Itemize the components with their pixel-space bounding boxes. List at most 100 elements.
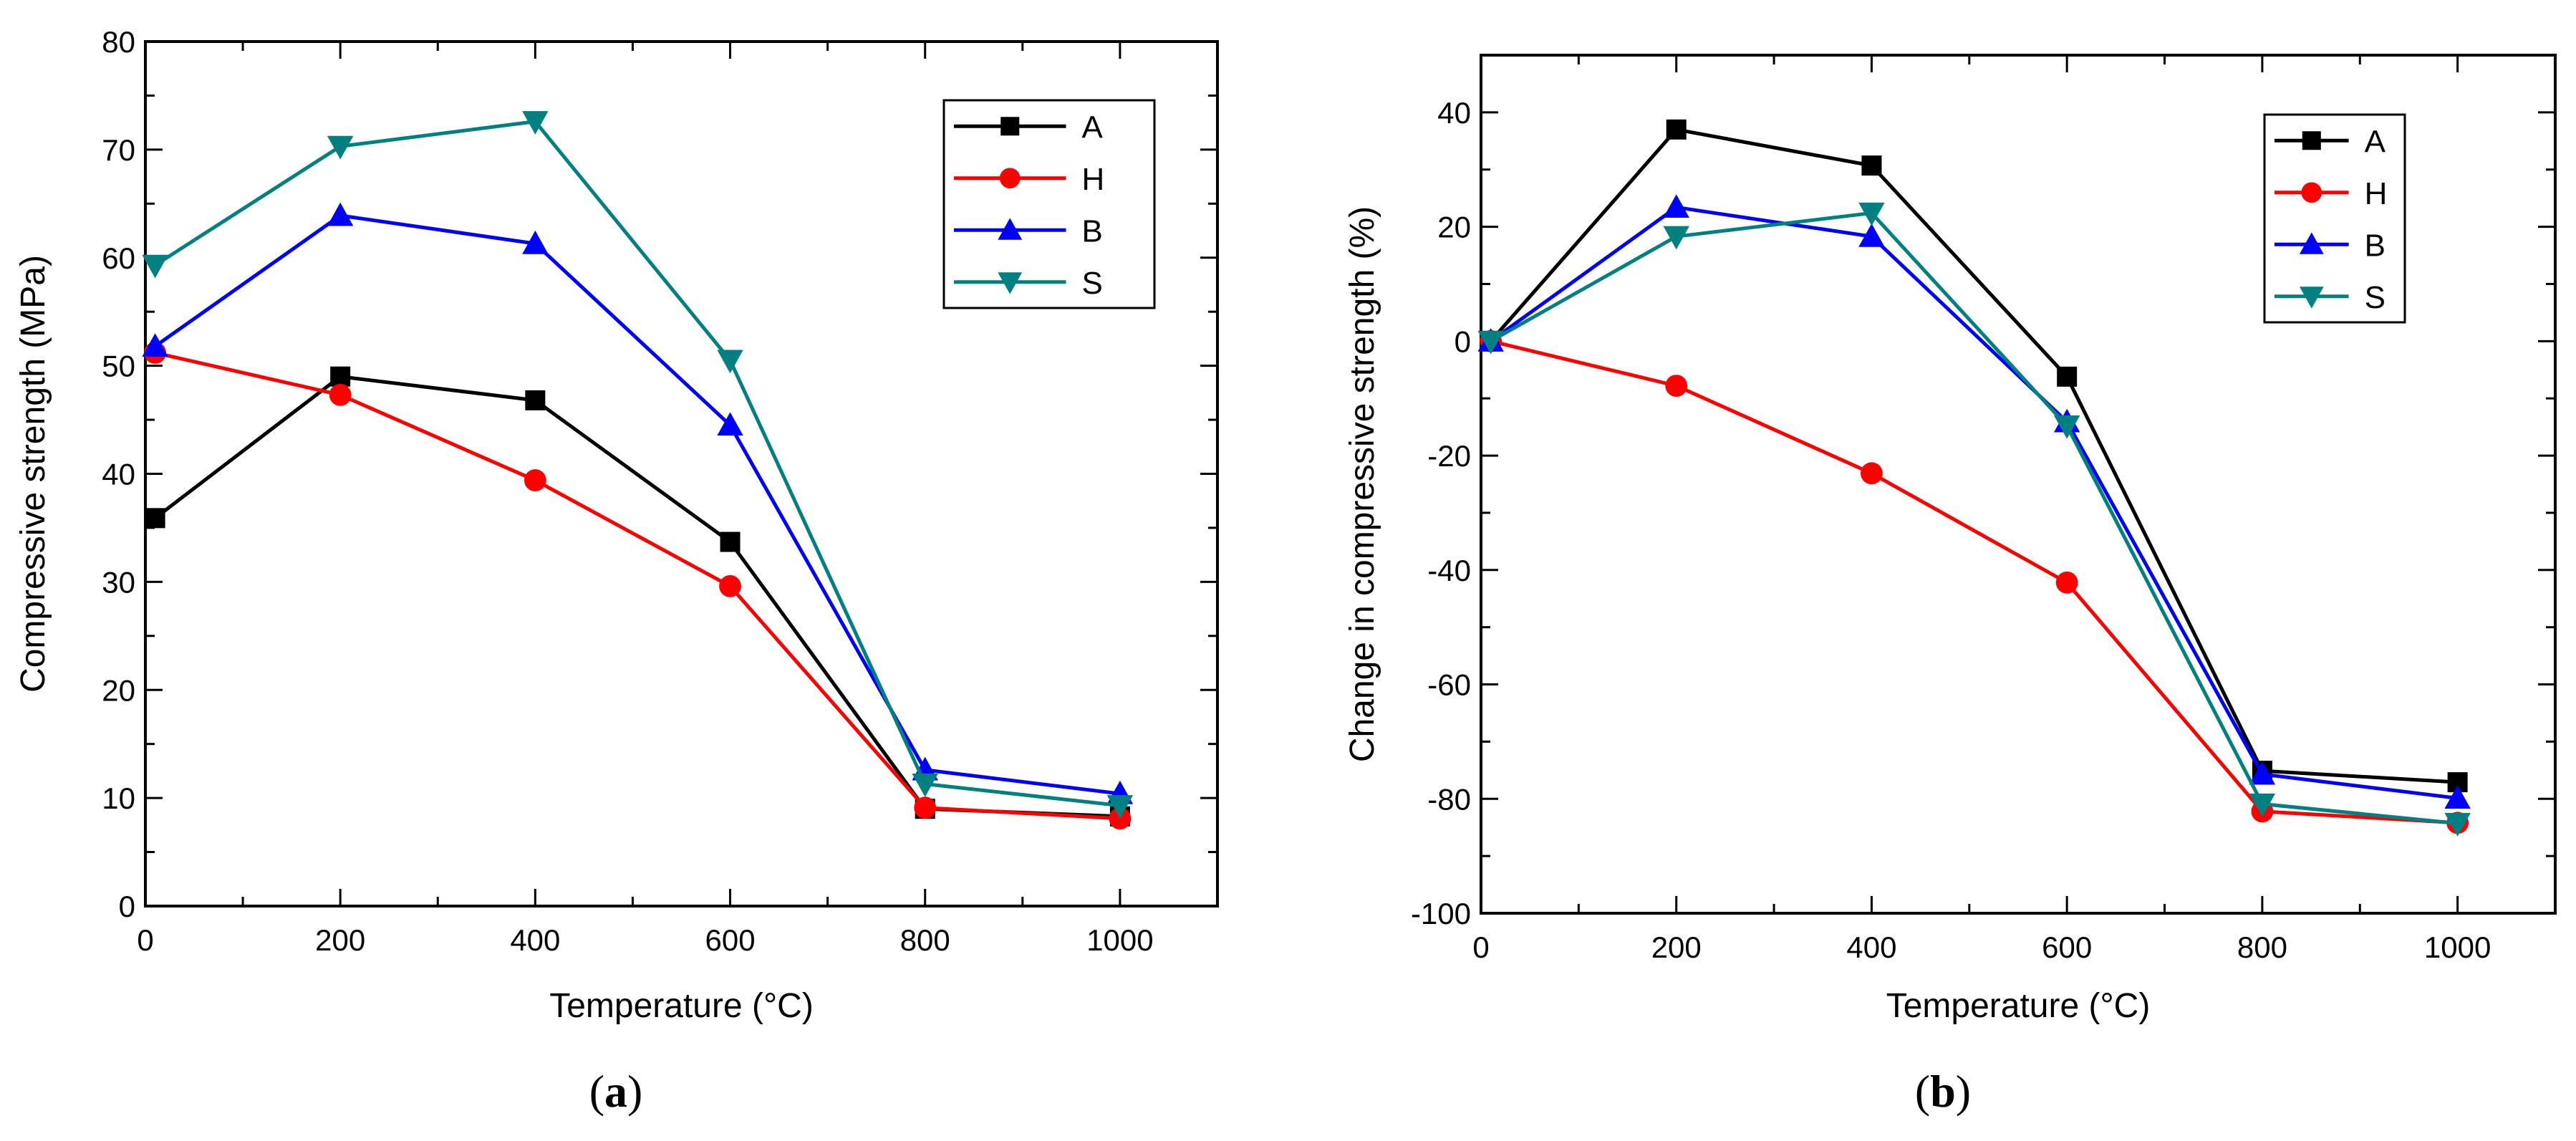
chart-b-point-S — [2444, 813, 2471, 837]
chart-a-y-tick-label: 40 — [102, 458, 135, 491]
chart-a-legend-label-S: S — [1082, 266, 1103, 301]
chart-a-point-S — [522, 111, 549, 135]
chart-a-point-S — [717, 350, 743, 374]
chart-a-legend-marker-B — [998, 218, 1023, 240]
chart-b-y-tick-label: 0 — [1455, 324, 1471, 358]
chart-a-caption: (a) — [589, 1066, 643, 1117]
chart-b-point-B — [2444, 785, 2471, 809]
chart-a-point-B — [522, 230, 549, 254]
chart-a-compressive-strength: 0 200 400 600 800 1000 0 10 20 30 40 50 60 70 80 Temper… — [14, 25, 1219, 1117]
chart-b-point-S — [1663, 226, 1689, 250]
chart-a-x-tick-label: 1000 — [1086, 923, 1153, 957]
chart-b-y-tick-label: -80 — [1427, 782, 1471, 816]
chart-b-legend-marker-H — [2301, 182, 2322, 203]
chart-b-point-H — [2055, 571, 2078, 594]
chart-a-point-H — [329, 383, 352, 406]
chart-a-x-axis-label: Temperature (°C) — [549, 987, 814, 1025]
chart-b-point-B — [1663, 194, 1689, 218]
chart-b-x-axis-label: Temperature (°C) — [1886, 987, 2151, 1025]
chart-b-x-tick-label: 0 — [1472, 930, 1489, 964]
chart-b-point-A — [1666, 119, 1687, 140]
chart-a-point-B — [142, 333, 168, 357]
chart-a-y-tick-label: 80 — [102, 25, 135, 59]
chart-b-point-A — [2057, 366, 2078, 387]
chart-a-series-line-B — [154, 213, 1121, 796]
chart-b-point-H — [1861, 462, 1883, 485]
chart-a-legend-marker-H — [999, 168, 1021, 189]
chart-b-series-line-B — [1490, 205, 2458, 800]
chart-a-y-tick-label: 0 — [119, 890, 135, 923]
chart-a-caption-letter: a — [604, 1066, 627, 1117]
chart-a-point-A — [330, 366, 351, 387]
chart-b-legend-marker-A — [2302, 131, 2321, 150]
chart-a-legend-marker-S — [998, 272, 1023, 294]
chart-a-y-tick-label: 10 — [102, 781, 135, 815]
chart-a-x-tick-label: 0 — [137, 923, 153, 957]
chart-a-legend-marker-A — [1000, 117, 1020, 136]
chart-b-y-tick-label: 20 — [1437, 211, 1471, 244]
chart-a-y-tick-label: 20 — [102, 673, 135, 707]
chart-b-point-S — [1477, 330, 1504, 355]
chart-a-point-S — [912, 773, 938, 797]
chart-b-y-tick-label: -60 — [1427, 668, 1471, 702]
chart-b-caption: (b) — [1915, 1066, 1971, 1117]
chart-b-series-line-S — [1490, 211, 2458, 826]
chart-b-series-line-H — [1490, 339, 2458, 825]
chart-b-point-S — [2249, 793, 2276, 817]
chart-a-y-axis-label: Compressive strength (MPa) — [14, 255, 52, 693]
chart-b-y-tick-label: -40 — [1427, 554, 1471, 587]
chart-a-point-A — [525, 390, 546, 410]
chart-b-point-S — [1858, 202, 1885, 226]
chart-a-y-tick-label: 30 — [102, 565, 135, 599]
chart-b-point-B — [1858, 223, 1885, 247]
chart-a-point-B — [717, 412, 743, 436]
chart-b-series-line-A — [1489, 127, 2458, 784]
chart-b-legend-label-A: A — [2365, 124, 2386, 159]
chart-b-point-B — [2249, 761, 2276, 785]
chart-b-point-A — [1861, 155, 1882, 176]
chart-a-x-tick-label: 600 — [705, 923, 756, 957]
chart-a-series-line-S — [154, 120, 1121, 808]
chart-b-legend-label-S: S — [2365, 280, 2386, 315]
chart-a-point-S — [1106, 795, 1134, 819]
chart-a-series-line-A — [154, 375, 1121, 819]
chart-b-x-tick-label: 800 — [2237, 930, 2287, 964]
chart-b-x-tick-label: 600 — [2042, 930, 2092, 964]
chart-b-point-H — [1665, 375, 1688, 398]
chart-b-legend-marker-S — [2299, 287, 2324, 309]
chart-b-legend-box — [2263, 113, 2406, 324]
chart-b-x-tick-label: 400 — [1846, 930, 1896, 964]
chart-a-y-tick-label: 60 — [102, 241, 135, 275]
chart-a-x-tick-label: 400 — [510, 923, 560, 957]
chart-b-y-tick-label: 40 — [1437, 96, 1471, 130]
chart-a-series-line-H — [155, 351, 1121, 821]
chart-a-point-H — [524, 469, 546, 491]
chart-b-y-tick-label: -100 — [1411, 897, 1471, 930]
chart-b-change-in-strength: 0 200 400 600 800 1000 -100 -80 -60 -40 -20 0 20 40 Te… — [1344, 54, 2557, 1117]
chart-b-x-tick-label: 1000 — [2424, 930, 2491, 964]
chart-a-point-A — [720, 531, 741, 552]
chart-b-y-axis-label: Change in compressive strength (%) — [1344, 206, 1381, 762]
chart-a-point-H — [719, 575, 741, 597]
chart-b-y-tick-label: -20 — [1427, 439, 1471, 473]
chart-b-legend-marker-B — [2299, 232, 2324, 254]
chart-a-legend-label-A: A — [1082, 110, 1104, 145]
chart-a-y-tick-label: 70 — [102, 133, 135, 167]
chart-a-x-tick-label: 200 — [315, 923, 365, 957]
chart-a-legend-box — [942, 99, 1156, 309]
chart-b-x-tick-label: 200 — [1651, 930, 1702, 964]
chart-b-legend-label-B: B — [2365, 228, 2386, 263]
chart-b-legend-label-H: H — [2365, 176, 2388, 211]
chart-b-plot-frame — [1480, 54, 2557, 915]
chart-a-point-S — [142, 254, 168, 279]
chart-b-point-S — [2053, 415, 2080, 439]
chart-a-point-B — [327, 202, 354, 226]
chart-b-caption-letter: b — [1930, 1066, 1956, 1117]
chart-a-y-tick-label: 50 — [102, 350, 135, 383]
chart-a-legend-label-B: B — [1082, 213, 1103, 249]
chart-a-legend-label-H: H — [1082, 162, 1105, 197]
chart-a-point-S — [327, 135, 354, 160]
chart-a-point-A — [145, 508, 165, 529]
chart-a-x-tick-label: 800 — [900, 923, 950, 957]
